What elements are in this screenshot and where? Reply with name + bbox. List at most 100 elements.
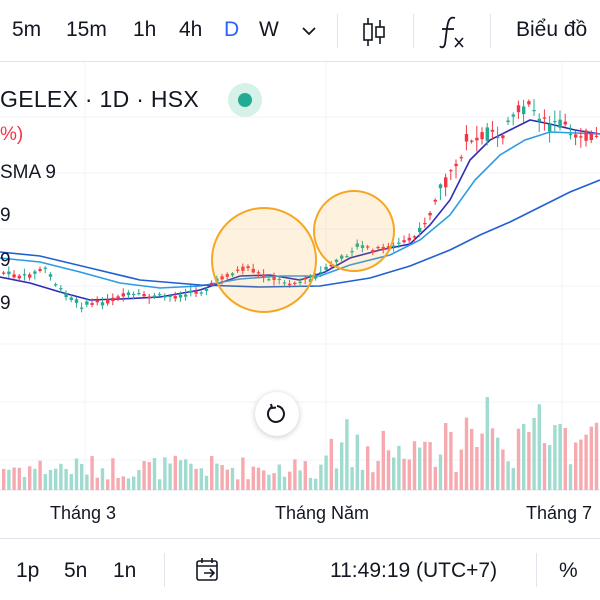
- toolbar-divider: [413, 14, 414, 48]
- candle-body: [558, 119, 562, 128]
- candle-body: [334, 259, 339, 263]
- volume-bar: [558, 423, 562, 490]
- volume-bar: [584, 434, 588, 490]
- calendar-goto-icon[interactable]: [194, 556, 222, 589]
- volume-bar: [522, 424, 526, 490]
- annotation-circle: [313, 190, 395, 272]
- candle-body: [267, 279, 271, 281]
- top-toolbar: 5m 15m 1h 4h D W Biểu đồ: [0, 0, 600, 62]
- candle-body: [236, 269, 240, 271]
- candle-body: [132, 293, 136, 296]
- timeframe-w[interactable]: W: [259, 18, 279, 41]
- volume-bar: [542, 443, 547, 490]
- candle-body: [303, 278, 307, 280]
- volume-bar: [241, 457, 245, 490]
- candle-body: [594, 135, 599, 137]
- candle-body: [412, 236, 417, 238]
- candle-body: [475, 137, 479, 141]
- symbol-title[interactable]: GELEX · 1D · HSX: [0, 86, 200, 112]
- candle-body: [137, 292, 141, 295]
- volume-bar: [464, 417, 469, 490]
- volume-bar: [225, 469, 229, 490]
- function-fx-icon[interactable]: [437, 14, 467, 55]
- percent-scale-button[interactable]: %: [559, 559, 578, 582]
- volume-bar: [527, 432, 531, 490]
- candle-body: [428, 212, 432, 216]
- candle-body: [241, 266, 245, 271]
- volume-bar: [132, 476, 136, 490]
- candle-body: [418, 227, 422, 232]
- candle-body: [277, 278, 281, 281]
- volume-bar: [470, 428, 474, 490]
- volume-bar: [277, 464, 281, 490]
- volume-bar: [485, 397, 489, 490]
- volume-bar: [236, 479, 240, 490]
- candle-body: [12, 274, 16, 278]
- candle-body: [397, 242, 401, 244]
- volume-bar: [158, 479, 162, 490]
- volume-bar: [142, 461, 146, 490]
- candle-body: [298, 281, 302, 284]
- legend-sma[interactable]: SMA 9: [0, 162, 56, 183]
- volume-bar: [433, 466, 437, 490]
- candle-body: [438, 184, 443, 189]
- clock-timezone[interactable]: 11:49:19 (UTC+7): [330, 559, 498, 582]
- chevron-down-icon[interactable]: [301, 24, 317, 42]
- volume-bar: [267, 474, 271, 490]
- candle-body: [402, 240, 406, 243]
- timeframe-1h[interactable]: 1h: [133, 18, 157, 41]
- range-5n[interactable]: 5n: [64, 559, 88, 582]
- candle-body: [589, 133, 593, 141]
- timeframe-4h[interactable]: 4h: [179, 18, 203, 41]
- candle-body: [100, 302, 105, 306]
- volume-bar: [589, 426, 593, 490]
- reset-chart-button[interactable]: [255, 392, 299, 436]
- candle-body: [22, 274, 27, 276]
- candle-body: [246, 266, 250, 269]
- volume-bar: [402, 458, 406, 490]
- volume-bar: [137, 469, 141, 490]
- candle-body: [464, 134, 469, 142]
- timeframe-15m[interactable]: 15m: [66, 18, 107, 41]
- volume-bar: [574, 442, 578, 490]
- volume-bar: [147, 462, 151, 490]
- candle-body: [433, 199, 437, 202]
- candle-body: [288, 283, 292, 286]
- timeframe-5m[interactable]: 5m: [12, 18, 42, 41]
- volume-bar: [350, 467, 354, 490]
- volume-bar: [511, 467, 515, 490]
- candle-body: [563, 121, 567, 125]
- volume-bar: [12, 467, 16, 490]
- candle-body: [48, 274, 53, 277]
- candle-body: [522, 106, 526, 115]
- candle-body: [163, 296, 167, 298]
- candle-body: [126, 292, 131, 296]
- volume-bar: [168, 463, 172, 490]
- chart-menu-button[interactable]: Biểu đồ: [516, 18, 588, 41]
- volume-bar: [121, 476, 125, 490]
- candlestick-icon[interactable]: [360, 16, 388, 53]
- candle-body: [106, 299, 110, 304]
- volume-bar: [90, 456, 94, 490]
- candle-body: [568, 134, 573, 136]
- volume-bar: [173, 455, 177, 490]
- volume-bar: [553, 425, 557, 490]
- price-chart[interactable]: [0, 62, 600, 500]
- volume-bar: [43, 474, 47, 490]
- volume-bar: [496, 437, 500, 490]
- volume-bar: [7, 469, 11, 490]
- timeframe-d[interactable]: D: [224, 18, 240, 41]
- volume-bar: [324, 455, 328, 490]
- volume-bar: [319, 464, 323, 490]
- range-1p[interactable]: 1p: [16, 559, 40, 582]
- candle-body: [256, 272, 261, 274]
- candle-body: [506, 120, 510, 123]
- candle-body: [423, 222, 427, 225]
- volume-bar: [178, 460, 183, 490]
- candle-body: [376, 247, 380, 249]
- candle-body: [366, 246, 370, 248]
- candle-body: [225, 274, 229, 277]
- volume-bar: [126, 478, 131, 490]
- range-1n[interactable]: 1n: [113, 559, 137, 582]
- volume-bar: [376, 460, 380, 490]
